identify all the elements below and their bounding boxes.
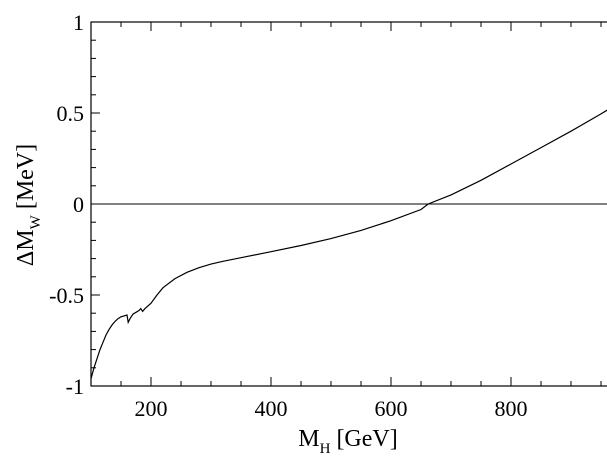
series-line (90, 109, 607, 379)
x-tick-label: 400 (255, 396, 288, 421)
x-tick-label: 200 (135, 396, 168, 421)
y-tick-label: -0.5 (49, 283, 84, 308)
x-tick-label: 600 (375, 396, 408, 421)
y-tick-label: 0 (73, 192, 84, 217)
y-tick-label: 1 (73, 10, 84, 35)
x-axis-label: MH [GeV] (298, 426, 398, 457)
y-tick-label: 0.5 (57, 101, 85, 126)
series (90, 109, 607, 379)
y-axis-label: ΔMW [MeV] (13, 144, 44, 266)
tick-labels: 200400600800100010.50-0.5-1 (49, 10, 528, 421)
plot-area (90, 21, 607, 387)
y-tick-label: -1 (66, 374, 84, 399)
x-tick-label: 800 (495, 396, 528, 421)
ticks (90, 21, 602, 387)
